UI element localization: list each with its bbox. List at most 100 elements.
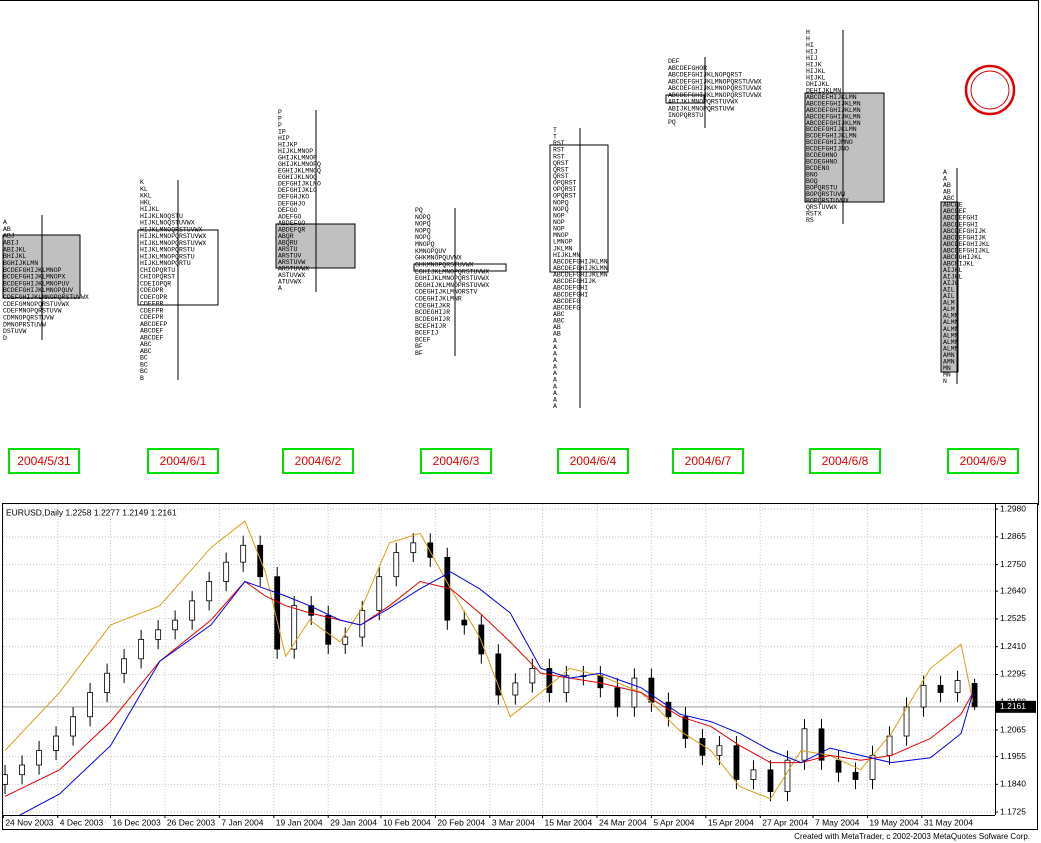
profile-row: ABCDEFGHIJKLMN: [806, 113, 861, 120]
profile-row: ABCDEF: [943, 208, 967, 215]
x-tick-label: 10 Feb 2004: [383, 817, 431, 827]
profile-row: KKL: [140, 193, 152, 200]
profile-row: NOPQ: [415, 214, 431, 221]
date-label: 2004/6/8: [822, 454, 869, 468]
profile-row: A: [553, 357, 557, 364]
profile-row: KL: [140, 186, 148, 193]
profile-row: ABQR: [278, 233, 294, 240]
profile-row: P: [278, 116, 282, 123]
x-tick-label: 16 Dec 2003: [113, 817, 161, 827]
candle-body: [257, 544, 264, 578]
profile-row: BC: [140, 368, 148, 375]
profile-row: NOP: [553, 219, 565, 226]
profile-row: P: [278, 122, 282, 129]
profile-row: OPQRST: [553, 186, 577, 193]
profile-row: NOPQ: [553, 206, 569, 213]
profile-row: CDEFPR: [140, 307, 164, 314]
candle-body: [682, 716, 689, 739]
profile-row: A: [553, 350, 557, 357]
profile-row: ABCDEFGHIJKLMN: [553, 265, 608, 272]
candle-body: [478, 624, 485, 655]
x-tick-label: 29 Jan 2004: [330, 817, 377, 827]
profile-row: ABCFGHIJKL: [943, 254, 982, 261]
x-tick-label: 7 May 2004: [815, 817, 860, 827]
candle-body: [631, 677, 638, 708]
profile-row: IP: [278, 129, 286, 136]
profile-row: ABCDEFGHI: [553, 291, 588, 298]
date-box: [147, 448, 219, 474]
profile-row: BCEF: [415, 336, 431, 343]
date-box: [947, 448, 1019, 474]
candle-body: [733, 745, 740, 780]
profile-row: ABC: [140, 341, 152, 348]
profile-row: H: [806, 29, 810, 36]
profile-row: HIJKLNOQSTUVWX: [140, 220, 195, 227]
profile-row: RSTX: [806, 211, 822, 218]
profile-row: DEFGHIJKLO: [278, 187, 317, 194]
profile-row: ABCDEFP: [140, 321, 167, 328]
candle-body: [784, 759, 791, 792]
profile-row: CDEFGHIJKLMNOPQRSTUVWX: [3, 294, 89, 301]
candle-body: [767, 769, 774, 792]
profile-row: ABCDEF: [140, 334, 164, 341]
profile-row: ABCDEFGHIJKLMN: [553, 272, 608, 279]
x-tick-label: 26 Dec 2003: [167, 817, 215, 827]
candle-body: [3, 774, 8, 785]
profile-row: A: [553, 383, 557, 390]
candle-body: [308, 605, 315, 616]
date-label: 2004/6/3: [433, 454, 480, 468]
profile-row: AB: [3, 226, 11, 233]
profile-row: A: [943, 169, 947, 176]
profile-row: ALM: [943, 300, 955, 307]
profile-row: AIJL: [943, 280, 959, 287]
profile-row: A: [278, 285, 282, 292]
profile-row: MN: [943, 365, 951, 372]
profile-row: BCDEFGHIJKLMNOPUV: [3, 280, 69, 287]
candle-body: [716, 745, 723, 756]
profile-row: BOQ: [806, 178, 818, 185]
profile-row: AIL: [943, 293, 955, 300]
profile-row: ARSTUVW: [278, 259, 305, 266]
profile-row: ALMN: [943, 332, 959, 339]
date-label: 2004/5/31: [17, 454, 71, 468]
value-area: [940, 201, 959, 373]
profile-row: T: [553, 134, 557, 141]
candle-body: [376, 576, 383, 611]
profile-row: ABCDEFGHIJK: [553, 278, 596, 285]
profile-row: A: [553, 364, 557, 371]
candle-body: [121, 658, 128, 674]
profile-row: CDEFPR: [140, 314, 164, 321]
date-box: [8, 448, 80, 474]
profile-row: JKLMN: [553, 245, 573, 252]
candle-body: [104, 672, 110, 693]
profile-row: AB: [553, 324, 561, 331]
profile-row: HIJK: [806, 61, 822, 68]
profile-row: ABCDEFGHIJKLMNOPQRSTUVWX: [668, 78, 762, 85]
profile-row: QRST: [553, 160, 569, 167]
candle-body: [818, 728, 825, 761]
candle-body: [954, 680, 961, 693]
profile-row: CDEFMNOPQRSTUVW: [3, 308, 62, 315]
candle-body: [172, 619, 179, 631]
profile-row: CDEFOPR: [140, 294, 167, 301]
profile-row: AB: [553, 331, 561, 338]
stamp: [964, 64, 1016, 116]
profile-row: BCDEFGHIJKLMNOPQUV: [3, 287, 73, 294]
profile-row: BCDEGHIJR: [415, 309, 450, 316]
x-tick-label: 4 Dec 2003: [60, 817, 104, 827]
candle-body: [886, 735, 893, 756]
profile-row: HIJKL: [806, 68, 826, 75]
candle-body: [597, 675, 604, 689]
profile-row: ABCDE: [943, 202, 963, 209]
profile-row: BGHIJKLMN: [3, 260, 38, 267]
profile-row: AIJKL: [943, 267, 963, 274]
profile-row: A: [3, 219, 7, 226]
profile-row: HKL: [140, 199, 152, 206]
profile-row: AIL: [943, 287, 955, 294]
profile-row: OPQRST: [553, 193, 577, 200]
profile-row: BC: [140, 361, 148, 368]
profile-row: T: [553, 127, 557, 134]
profile-row: ARSTU: [278, 246, 298, 253]
candle-body: [920, 684, 927, 708]
profile-row: B: [140, 375, 144, 382]
